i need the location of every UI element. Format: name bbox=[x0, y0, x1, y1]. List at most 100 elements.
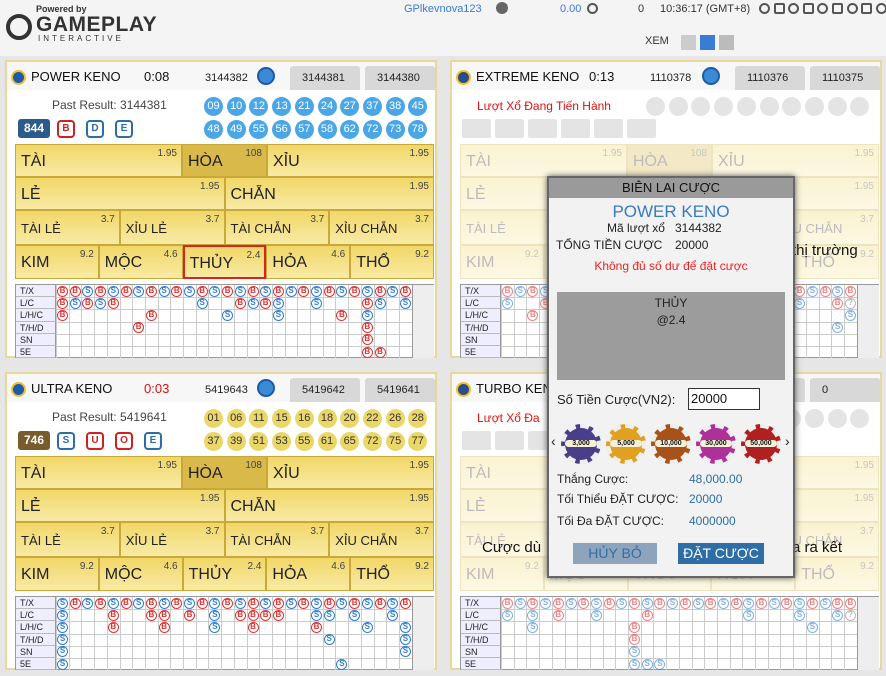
draw-tab[interactable] bbox=[290, 378, 360, 402]
bet-cell[interactable]: XỈU CHẴN 3.7 bbox=[329, 210, 434, 245]
road-bead: B bbox=[781, 597, 793, 609]
road-bead: B bbox=[844, 285, 856, 297]
chip[interactable]: 10,000 bbox=[651, 424, 691, 464]
bet-type-button[interactable]: E bbox=[144, 432, 162, 450]
cancel-button[interactable]: HỦY BỎ bbox=[573, 543, 657, 564]
view-toggle[interactable] bbox=[700, 35, 715, 50]
bet-cell[interactable]: XỈU 1.95 bbox=[712, 144, 879, 177]
bet-type-button[interactable]: E bbox=[115, 120, 133, 138]
bet-cell[interactable]: MỘC 4.6 bbox=[98, 245, 183, 279]
chip-prev[interactable]: ‹ bbox=[551, 433, 556, 449]
bet-type-button[interactable]: S bbox=[57, 432, 75, 450]
draw-tab[interactable] bbox=[365, 378, 435, 402]
total-label: TỔNG TIỀN CƯỢC bbox=[556, 238, 663, 252]
bet-cell[interactable]: KIM 9.2 bbox=[15, 245, 99, 279]
chip-next[interactable]: › bbox=[785, 433, 790, 449]
bet-cell[interactable]: MỘC 4.6 bbox=[98, 557, 183, 591]
bet-cell[interactable]: CHẴN 1.95 bbox=[224, 489, 434, 522]
bet-cell[interactable]: HỎA 4.6 bbox=[266, 557, 351, 591]
road-bead: B bbox=[527, 309, 539, 321]
road-label: T/X bbox=[16, 285, 56, 298]
bet-cell[interactable]: THỔ 9.2 bbox=[795, 557, 879, 591]
bet-cell[interactable]: LẺ 1.95 bbox=[15, 177, 225, 210]
road-gridline bbox=[56, 285, 57, 358]
bet-type-button[interactable]: B bbox=[57, 120, 75, 138]
chip[interactable]: 3,000 bbox=[561, 424, 601, 464]
bet-cell[interactable]: HÒA 108 bbox=[182, 144, 267, 177]
bet-cell[interactable]: TÀI 1.95 bbox=[460, 144, 627, 177]
toolbar-icon[interactable] bbox=[802, 3, 814, 14]
bet-cell[interactable]: THỔ 9.2 bbox=[795, 245, 879, 279]
road-gridline bbox=[81, 285, 83, 358]
bet-cell[interactable]: THỦY 2.4 bbox=[182, 245, 267, 279]
bet-cell[interactable]: THỔ 9.2 bbox=[350, 557, 434, 591]
toolbar-icon[interactable] bbox=[773, 3, 785, 14]
bet-cell[interactable]: HỎA 4.6 bbox=[266, 245, 351, 279]
view-toggle[interactable] bbox=[719, 35, 734, 50]
draw-tab-label[interactable]: 3144381 bbox=[302, 72, 345, 84]
toolbar-icon[interactable] bbox=[759, 3, 770, 14]
max-label: Tối Đa ĐẶT CƯỢC: bbox=[557, 514, 664, 528]
road-bead: S bbox=[527, 609, 539, 621]
amount-input[interactable]: 20000 bbox=[688, 388, 760, 410]
chip[interactable]: 30,000 bbox=[696, 424, 736, 464]
modal-title: BIÊN LAI CƯỢC bbox=[549, 178, 793, 198]
draw-tab-label[interactable]: 1110375 bbox=[822, 72, 864, 84]
toolbar-icon[interactable] bbox=[817, 3, 829, 14]
draw-tab[interactable] bbox=[810, 66, 880, 90]
bet-cell[interactable]: TÀI LẺ 3.7 bbox=[15, 210, 120, 245]
road-bead: S bbox=[794, 597, 806, 609]
bet-cell[interactable]: HÒA 108 bbox=[182, 456, 267, 489]
road-gridline bbox=[348, 597, 350, 670]
refresh[interactable] bbox=[587, 3, 598, 14]
bet-cell[interactable]: TÀI CHẴN 3.7 bbox=[224, 522, 330, 557]
draw-tab[interactable] bbox=[810, 378, 880, 402]
bet-cell[interactable]: XỈU LẺ 3.7 bbox=[119, 522, 225, 557]
toolbar-icon[interactable] bbox=[875, 3, 886, 14]
toolbar-icon[interactable] bbox=[788, 3, 800, 14]
bet-type-button[interactable]: D bbox=[86, 120, 104, 138]
bet-label: HÒA bbox=[188, 464, 223, 482]
draw-tab[interactable] bbox=[365, 66, 435, 90]
bet-cell[interactable]: KIM 9.2 bbox=[15, 557, 99, 591]
view-toggle[interactable] bbox=[681, 35, 696, 50]
bet-type-button[interactable]: U bbox=[86, 432, 104, 450]
road-bead: B bbox=[120, 285, 132, 297]
confirm-button[interactable]: ĐẶT CƯỢC bbox=[678, 543, 764, 564]
powered-by: Powered by bbox=[36, 4, 87, 14]
draw-tab-label[interactable]: 1110376 bbox=[747, 72, 789, 84]
bet-cell[interactable]: TÀI CHẴN 3.7 bbox=[224, 210, 330, 245]
road-bead: S bbox=[832, 322, 844, 334]
bet-type-button[interactable]: O bbox=[115, 432, 133, 450]
toolbar-icon[interactable] bbox=[846, 3, 858, 14]
draw-tab-label[interactable]: 3144380 bbox=[377, 72, 420, 84]
toolbar-icon[interactable] bbox=[861, 3, 873, 14]
bet-cell[interactable]: XỈU 1.95 bbox=[267, 456, 434, 489]
road-gridline bbox=[233, 285, 235, 358]
bet-cell[interactable]: THỔ 9.2 bbox=[350, 245, 434, 279]
bet-label: THỔ bbox=[801, 566, 835, 583]
bet-cell[interactable]: CHẴN 1.95 bbox=[224, 177, 434, 210]
draw-tab-label[interactable]: 5419642 bbox=[302, 384, 345, 396]
road-label: L/C bbox=[16, 609, 56, 622]
road-gridline bbox=[157, 285, 159, 358]
bet-cell[interactable]: KIM 9.2 bbox=[460, 557, 544, 591]
chip[interactable]: 50,000 bbox=[741, 424, 781, 464]
draw-tab[interactable] bbox=[735, 66, 805, 90]
bet-cell[interactable]: TÀI 1.95 bbox=[15, 456, 182, 489]
draw-tab-label[interactable]: 0 bbox=[822, 384, 829, 396]
bet-cell[interactable]: XỈU LẺ 3.7 bbox=[119, 210, 225, 245]
toolbar-icon[interactable] bbox=[832, 3, 843, 14]
bet-cell[interactable]: TÀI 1.95 bbox=[15, 144, 182, 177]
bet-cell[interactable]: TÀI LẺ 3.7 bbox=[15, 522, 120, 557]
draw-tab[interactable] bbox=[290, 66, 360, 90]
bet-cell[interactable]: KIM 9.2 bbox=[460, 245, 544, 279]
bet-cell[interactable]: XỈU 1.95 bbox=[267, 144, 434, 177]
bet-cell[interactable]: THỦY 2.4 bbox=[182, 557, 267, 591]
bet-cell[interactable]: LẺ 1.95 bbox=[15, 489, 225, 522]
road-label: SN bbox=[461, 645, 501, 658]
chip[interactable]: 5,000 bbox=[606, 424, 646, 464]
bet-cell[interactable]: HÒA 108 bbox=[627, 144, 712, 177]
bet-cell[interactable]: XỈU CHẴN 3.7 bbox=[329, 522, 434, 557]
draw-tab-label[interactable]: 5419641 bbox=[377, 384, 420, 396]
